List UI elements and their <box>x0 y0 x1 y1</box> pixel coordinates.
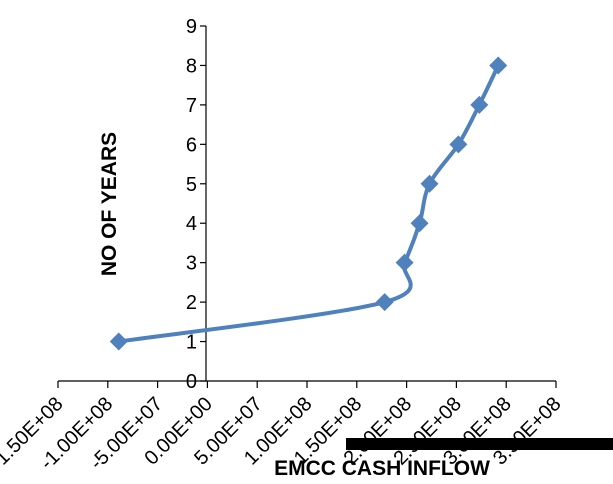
y-tick-label: 5 <box>186 174 197 196</box>
y-tick-label: 6 <box>186 134 197 156</box>
y-axis-title: NO OF YEARS <box>98 132 121 276</box>
y-tick-label: 8 <box>186 55 197 77</box>
series-line <box>116 63 501 344</box>
data-point-marker <box>420 174 439 193</box>
x-axis-title: EMCC CASH INFLOW <box>274 457 490 480</box>
y-tick-label: 7 <box>186 95 197 117</box>
y-tick-label: 9 <box>186 16 197 38</box>
data-point-marker <box>395 253 414 272</box>
axis-overlay-bar <box>346 438 613 450</box>
data-point-marker <box>470 95 489 114</box>
series-layer <box>109 56 508 351</box>
data-point-marker <box>489 56 508 75</box>
data-point-marker <box>410 214 429 233</box>
data-point-marker <box>449 135 468 154</box>
chart-axes <box>57 25 557 388</box>
axis-labels-layer: 0123456789-1.50E+08-1.00E+08-5.00E+070.0… <box>0 16 566 474</box>
data-point-marker <box>109 332 128 351</box>
y-tick-label: 4 <box>186 213 197 235</box>
y-tick-label: 1 <box>186 332 197 354</box>
y-tick-label: 2 <box>186 292 197 314</box>
data-point-marker <box>375 293 394 312</box>
y-tick-label: 3 <box>186 253 197 275</box>
y-tick-label: 0 <box>186 371 197 393</box>
